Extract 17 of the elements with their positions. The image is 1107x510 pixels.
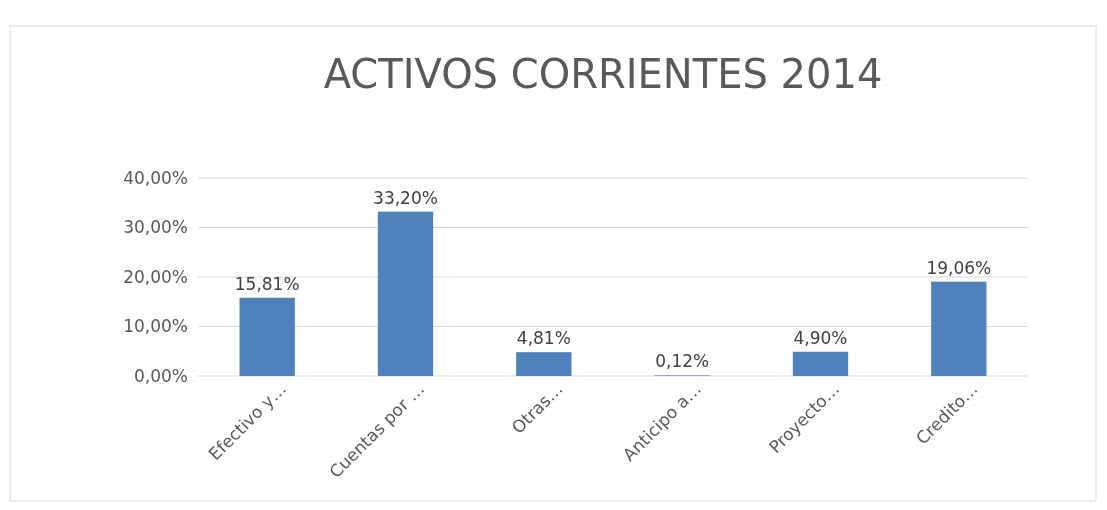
data-label: 19,06%: [926, 257, 992, 278]
y-tick-label: 0,00%: [133, 365, 188, 386]
data-label: 33,20%: [373, 187, 438, 208]
data-label: 4,81%: [516, 328, 571, 349]
bar: [377, 211, 434, 376]
y-tick-label: 30,00%: [123, 217, 188, 238]
bar: [931, 281, 987, 376]
y-tick-label: 20,00%: [123, 266, 188, 287]
bar: [792, 351, 849, 376]
data-label: 4,90%: [793, 327, 848, 348]
y-tick-label: 40,00%: [123, 167, 188, 188]
data-label: 0,12%: [655, 351, 710, 372]
bar: [239, 297, 295, 376]
bar: [516, 352, 572, 376]
y-tick-label: 10,00%: [123, 316, 188, 337]
data-label: 15,81%: [234, 273, 300, 294]
chart-title: ACTIVOS CORRIENTES 2014: [323, 51, 883, 97]
